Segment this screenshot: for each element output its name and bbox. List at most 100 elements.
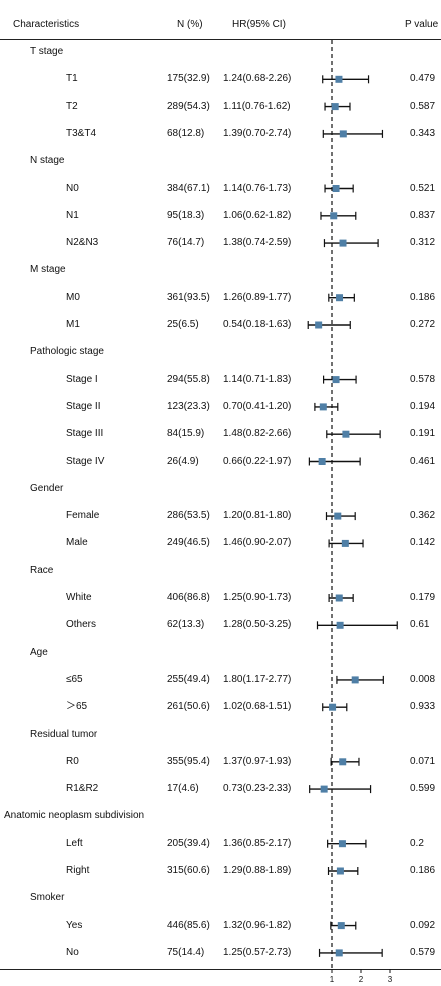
row-n-percent: 289(54.3) (167, 100, 210, 112)
row-hr-ci: 1.36(0.85-2.17) (223, 837, 292, 849)
group-label: T stage (30, 46, 64, 57)
row-hr-ci: 1.28(0.50-3.25) (223, 619, 292, 631)
row-hr-ci: 1.20(0.81-1.80) (223, 510, 292, 522)
group-label: Gender (30, 482, 64, 494)
row-hr-ci: 1.14(0.71-1.83) (223, 373, 292, 385)
row-label: Left (66, 837, 83, 849)
row-n-percent: 255(49.4) (167, 673, 210, 685)
row-n-percent: 361(93.5) (167, 291, 210, 303)
hr-point-marker (331, 103, 339, 111)
row-p-value: 0.61 (410, 619, 430, 631)
row-p-value: 0.2 (410, 837, 424, 849)
row-label: Yes (66, 919, 83, 931)
row-hr-ci: 1.24(0.68-2.26) (223, 73, 292, 85)
row-hr-ci: 1.48(0.82-2.66) (223, 428, 292, 440)
row-label: T1 (66, 73, 78, 85)
row-label: N2&N3 (66, 237, 99, 249)
hr-point-marker (336, 294, 344, 302)
hr-point-marker (342, 430, 350, 438)
header-p-value: P value (405, 19, 439, 30)
hr-point-marker (335, 594, 343, 602)
hr-point-marker (318, 458, 326, 465)
x-tick-label: 2 (359, 975, 364, 984)
row-n-percent: 17(4.6) (167, 783, 199, 795)
hr-point-marker (338, 840, 346, 848)
row-n-percent: 446(85.6) (167, 919, 210, 931)
row-n-percent: 294(55.8) (167, 373, 210, 385)
row-p-value: 0.578 (410, 373, 436, 385)
group-label: M stage (30, 264, 66, 276)
hr-point-marker (339, 130, 347, 138)
group-label: Anatomic neoplasm subdivision (4, 810, 145, 822)
row-n-percent: 75(14.4) (167, 946, 205, 958)
row-n-percent: 25(6.5) (167, 319, 199, 330)
row-p-value: 0.071 (410, 755, 436, 767)
header-hr-ci: HR(95% CI) (232, 19, 286, 30)
row-p-value: 0.008 (410, 673, 436, 685)
row-label: R0 (66, 755, 79, 767)
row-hr-ci: 1.26(0.89-1.77) (223, 291, 292, 303)
row-n-percent: 406(86.8) (167, 592, 210, 603)
row-p-value: 0.312 (410, 237, 436, 249)
row-p-value: 0.933 (410, 701, 436, 713)
row-label: No (66, 946, 79, 958)
row-p-value: 0.179 (410, 592, 436, 603)
hr-point-marker (332, 185, 340, 192)
hr-point-marker (335, 75, 343, 83)
row-hr-ci: 0.70(0.41-1.20) (223, 400, 292, 412)
row-hr-ci: 1.25(0.57-2.73) (223, 946, 292, 958)
row-label: Stage III (66, 428, 104, 440)
group-label: Smoker (30, 892, 65, 904)
row-hr-ci: 1.14(0.76-1.73) (223, 182, 292, 194)
top-rule (0, 39, 441, 40)
row-p-value: 0.142 (410, 537, 436, 549)
hr-point-marker (334, 512, 342, 520)
row-label: ＞65 (66, 701, 88, 713)
row-label: M1 (66, 319, 80, 330)
row-hr-ci: 1.32(0.96-1.82) (223, 919, 292, 931)
row-p-value: 0.837 (410, 209, 436, 221)
row-label: Stage II (66, 400, 101, 412)
group-label: Age (30, 646, 48, 658)
row-p-value: 0.599 (410, 783, 436, 795)
row-p-value: 0.191 (410, 428, 436, 440)
row-p-value: 0.479 (410, 73, 436, 85)
row-n-percent: 26(4.9) (167, 455, 199, 467)
header-characteristics: Characteristics (13, 19, 80, 30)
group-label: Race (30, 564, 54, 576)
row-hr-ci: 1.02(0.68-1.51) (223, 701, 292, 713)
row-label: White (66, 592, 92, 603)
row-p-value: 0.186 (410, 291, 436, 303)
row-hr-ci: 1.38(0.74-2.59) (223, 237, 292, 249)
row-p-value: 0.186 (410, 865, 436, 876)
row-label: N1 (66, 209, 79, 221)
hr-point-marker (341, 539, 349, 547)
row-hr-ci: 1.11(0.76-1.62) (223, 100, 291, 112)
row-label: R1&R2 (66, 783, 99, 795)
row-p-value: 0.092 (410, 919, 436, 931)
row-label: Others (66, 619, 97, 631)
hr-point-marker (351, 676, 359, 684)
row-n-percent: 95(18.3) (167, 209, 205, 221)
row-n-percent: 62(13.3) (167, 619, 205, 631)
row-label: Right (66, 865, 90, 876)
row-p-value: 0.461 (410, 455, 436, 467)
hr-point-marker (319, 403, 327, 411)
row-n-percent: 355(95.4) (167, 755, 210, 767)
hr-point-marker (315, 321, 323, 329)
row-n-percent: 175(32.9) (167, 73, 210, 85)
row-n-percent: 205(39.4) (167, 837, 210, 849)
row-p-value: 0.343 (410, 127, 436, 139)
row-p-value: 0.272 (410, 319, 436, 330)
hr-point-marker (336, 621, 344, 629)
row-hr-ci: 0.73(0.23-2.33) (223, 783, 292, 795)
row-label: Stage IV (66, 455, 105, 467)
group-label: Residual tumor (30, 728, 98, 740)
row-hr-ci: 0.54(0.18-1.63) (223, 319, 292, 330)
row-n-percent: 384(67.1) (167, 182, 210, 194)
row-label: Stage I (66, 373, 98, 385)
row-n-percent: 84(15.9) (167, 428, 205, 440)
row-p-value: 0.579 (410, 946, 436, 958)
bottom-rule (0, 969, 441, 970)
